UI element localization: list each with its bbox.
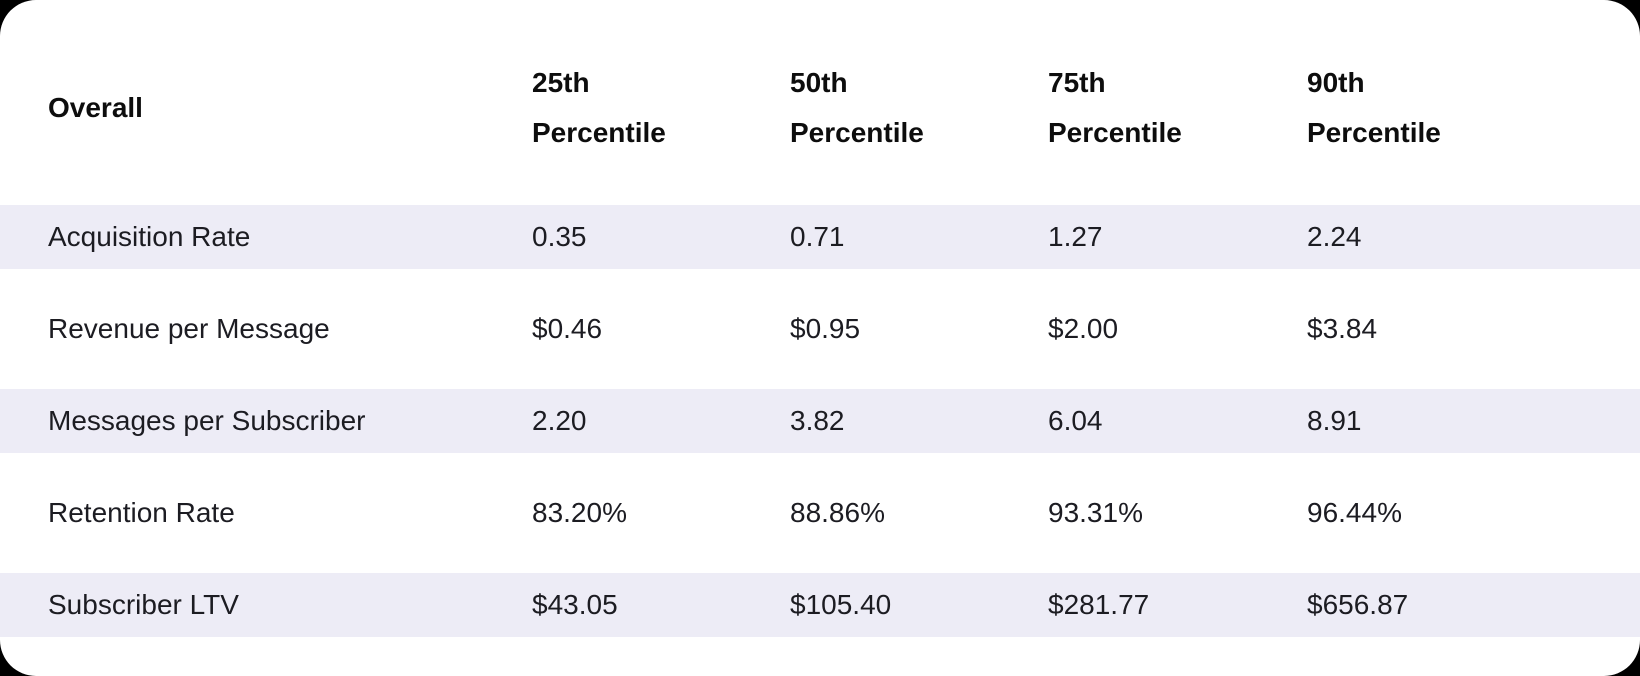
table-row-retention-rate: Retention Rate 83.20% 88.86% 93.31% 96.4… bbox=[0, 481, 1640, 545]
cell-value: $0.46 bbox=[532, 313, 603, 344]
cell-value: $43.05 bbox=[532, 573, 790, 637]
column-header-overall: Overall bbox=[48, 91, 143, 123]
row-label: Messages per Subscriber bbox=[0, 389, 532, 453]
column-header-25th-percentile: 25th Percentile bbox=[532, 28, 790, 177]
cell-value: 0.71 bbox=[790, 205, 1048, 269]
table-row-messages-per-subscriber: Messages per Subscriber 2.20 3.82 6.04 8… bbox=[0, 389, 1640, 453]
cell-value: 0.35 bbox=[532, 205, 790, 269]
cell-value: 96.44% bbox=[1307, 497, 1402, 528]
table-header-row: Overall 25th Percentile 50th Percentile … bbox=[0, 28, 1640, 177]
cell-value: 2.20 bbox=[532, 389, 790, 453]
cell-value: $656.87 bbox=[1307, 573, 1640, 637]
row-label: Subscriber LTV bbox=[0, 573, 532, 637]
table-row-revenue-per-message: Revenue per Message $0.46 $0.95 $2.00 $3… bbox=[0, 297, 1640, 361]
cell-value: 88.86% bbox=[790, 497, 885, 528]
column-header-line1: 90th bbox=[1307, 66, 1365, 98]
column-header-50th-percentile: 50th Percentile bbox=[790, 28, 1048, 177]
column-header-90th-percentile: 90th Percentile bbox=[1307, 28, 1640, 177]
row-label: Retention Rate bbox=[48, 497, 235, 528]
cell-value: 6.04 bbox=[1048, 389, 1307, 453]
cell-value: $105.40 bbox=[790, 573, 1048, 637]
cell-value: 8.91 bbox=[1307, 389, 1640, 453]
row-label: Acquisition Rate bbox=[0, 205, 532, 269]
cell-value: $2.00 bbox=[1048, 313, 1119, 344]
cell-value: $0.95 bbox=[790, 313, 861, 344]
cell-value: 83.20% bbox=[532, 497, 627, 528]
table-row-subscriber-ltv: Subscriber LTV $43.05 $105.40 $281.77 $6… bbox=[0, 573, 1640, 637]
cell-value: 1.27 bbox=[1048, 205, 1307, 269]
column-header-line1: 25th bbox=[532, 66, 590, 98]
cell-value: 2.24 bbox=[1307, 205, 1640, 269]
column-header-75th-percentile: 75th Percentile bbox=[1048, 28, 1307, 177]
cell-value: 93.31% bbox=[1048, 497, 1143, 528]
column-header-line1: 50th bbox=[790, 66, 848, 98]
column-header-line1: 75th bbox=[1048, 66, 1106, 98]
column-header-line2: Percentile bbox=[1307, 116, 1441, 148]
column-header-line2: Percentile bbox=[532, 116, 666, 148]
column-header-line2: Percentile bbox=[1048, 116, 1182, 148]
column-header-line2: Percentile bbox=[790, 116, 924, 148]
table-row-acquisition-rate: Acquisition Rate 0.35 0.71 1.27 2.24 bbox=[0, 205, 1640, 269]
cell-value: $3.84 bbox=[1307, 313, 1378, 344]
row-label: Revenue per Message bbox=[48, 313, 330, 344]
cell-value: 3.82 bbox=[790, 389, 1048, 453]
cell-value: $281.77 bbox=[1048, 573, 1307, 637]
